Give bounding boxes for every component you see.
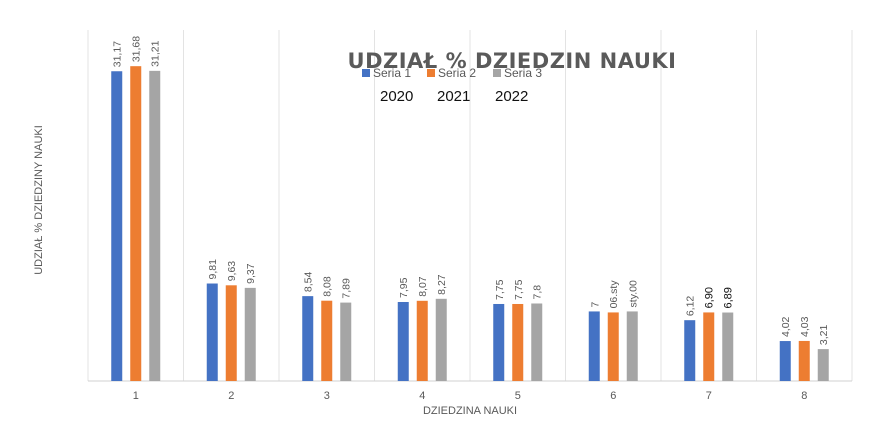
data-label: 9,63: [226, 261, 238, 282]
bar-seria-2-5: [512, 303, 524, 381]
bar-seria-3-2: [244, 287, 256, 381]
bar-seria-2-4: [416, 300, 428, 381]
bar-seria-1-7: [684, 320, 696, 381]
bar-seria-3-1: [149, 70, 161, 382]
year-labels: 2020 2021 2022: [380, 88, 528, 105]
data-labels: 31,17 31,68 31,21 9,81 9,63 9,37 8,54 8,08 7,89 7…: [112, 36, 831, 345]
data-label: 06.sty: [608, 280, 620, 309]
bar-seria-2-1: [130, 66, 142, 382]
bars: [111, 66, 829, 382]
legend-label-1: Seria 1: [373, 66, 411, 80]
data-label: 7,75: [494, 279, 506, 300]
data-label: 31,17: [112, 41, 124, 67]
x-tick-label: 3: [324, 390, 330, 402]
bar-seria-1-8: [779, 341, 791, 381]
legend: Seria 1 Seria 2 Seria 3: [362, 66, 542, 80]
bar-seria-3-5: [531, 303, 543, 381]
bar-seria-2-7: [703, 312, 715, 381]
data-label: 9,81: [207, 259, 219, 280]
data-label: 4,02: [780, 316, 792, 337]
data-label: 6,90: [704, 287, 716, 308]
legend-swatch-2: [427, 69, 435, 77]
year-label-2020: 2020: [380, 88, 413, 105]
grid-lines: [87, 30, 853, 382]
bar-seria-3-6: [626, 311, 638, 381]
data-label: 8,54: [303, 272, 315, 293]
data-label: 7,8: [532, 285, 544, 300]
x-tick-label: 6: [610, 390, 616, 402]
bar-seria-3-7: [722, 312, 734, 381]
data-label: 8,27: [436, 274, 448, 295]
year-label-2021: 2021: [437, 88, 470, 105]
data-label: 6,12: [685, 296, 697, 317]
bar-seria-1-1: [111, 71, 123, 382]
data-label: 31,21: [150, 40, 162, 66]
x-axis-label: DZIEDZINA NAUKI: [423, 405, 517, 417]
data-label: 7: [589, 301, 601, 307]
bar-seria-2-8: [798, 340, 810, 381]
chart-title: UDZIAŁ % DZIEDZIN NAUKI: [348, 49, 677, 73]
bar-seria-2-2: [225, 285, 237, 381]
bar-seria-1-3: [302, 296, 314, 381]
data-label: sty.00: [627, 280, 639, 307]
bar-seria-1-6: [588, 311, 600, 381]
legend-label-2: Seria 2: [438, 66, 476, 80]
data-label: 6,89: [723, 287, 735, 308]
x-tick-label: 7: [706, 390, 712, 402]
x-axis-ticks: 1 2 3 4 5 6 7 8: [133, 390, 808, 402]
bar-seria-3-3: [340, 302, 352, 381]
x-tick-label: 2: [228, 390, 234, 402]
bar-seria-1-5: [493, 303, 505, 381]
legend-swatch-1: [362, 69, 370, 77]
bar-seria-1-4: [397, 301, 409, 381]
x-tick-label: 8: [801, 390, 807, 402]
data-label: 8,08: [322, 276, 334, 297]
legend-label-3: Seria 3: [504, 66, 542, 80]
legend-swatch-3: [493, 69, 501, 77]
bar-seria-3-4: [435, 298, 447, 381]
x-tick-label: 1: [133, 390, 139, 402]
data-label: 9,37: [245, 263, 257, 284]
x-tick-label: 5: [515, 390, 521, 402]
data-label: 3,21: [818, 325, 830, 346]
x-tick-label: 4: [419, 390, 425, 402]
data-label: 4,03: [799, 316, 811, 337]
data-label: 7,75: [513, 279, 525, 300]
data-label: 7,95: [398, 277, 410, 298]
y-axis-label: UDZIAŁ % DZIEDZINY NAUKI: [33, 125, 45, 275]
bar-seria-3-8: [817, 349, 829, 381]
bar-seria-1-2: [206, 283, 218, 381]
year-label-2022: 2022: [495, 88, 528, 105]
bar-seria-2-6: [607, 312, 619, 381]
bar-seria-2-3: [321, 300, 333, 381]
data-label: 8,07: [417, 276, 429, 297]
data-label: 31,68: [131, 36, 143, 62]
data-label: 7,89: [341, 278, 353, 299]
